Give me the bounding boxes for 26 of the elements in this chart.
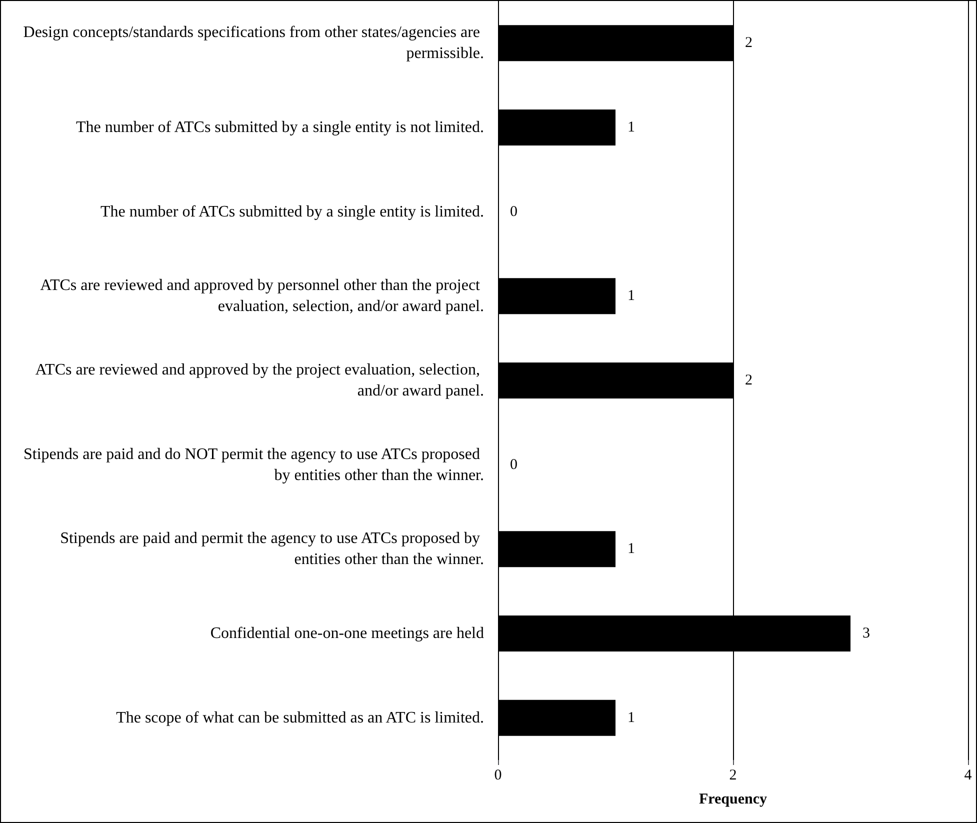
y-tick-label: The scope of what can be submitted as an ATC is limited. <box>116 709 484 726</box>
x-axis-title: Frequency <box>698 792 768 808</box>
bar <box>498 110 616 146</box>
data-label: 1 <box>628 710 635 726</box>
bar <box>498 531 616 568</box>
y-tick-label: The number of ATCs submitted by a single entity is not limited. <box>76 119 484 136</box>
x-tick-label: 2 <box>729 768 737 784</box>
data-label: 0 <box>510 456 518 473</box>
x-tick-label: 0 <box>494 768 502 784</box>
data-label: 2 <box>745 35 752 52</box>
data-label: 1 <box>628 541 635 558</box>
y-tick-label: Stipends are paid and do NOT permit the agency to use ATCs proposed by entities other than the winner. <box>23 446 484 484</box>
bar <box>498 278 616 314</box>
y-tick-label: ATCs are reviewed and approved by the project evaluation, selection, and/or award panel. <box>35 362 484 400</box>
bar <box>498 700 616 736</box>
data-label: 2 <box>745 372 752 388</box>
data-label: 3 <box>862 626 870 642</box>
x-tick-label: 4 <box>964 768 972 784</box>
y-tick-label: The number of ATCs submitted by a single entity is limited. <box>100 203 484 220</box>
y-tick-label: Confidential one-on-one meetings are held <box>210 625 484 642</box>
data-label: 1 <box>628 120 635 136</box>
y-tick-label: Stipends are paid and permit the agency to use ATCs proposed by entities other than the winner. <box>60 530 484 568</box>
data-label: 1 <box>628 288 635 304</box>
y-tick-label: Design concepts/standards specifications from other states/agencies are permissible. <box>23 24 484 62</box>
y-tick-label: ATCs are reviewed and approved by personnel other than the project evaluation, selection, and/or award panel. <box>40 277 484 316</box>
data-label: 0 <box>510 204 518 220</box>
